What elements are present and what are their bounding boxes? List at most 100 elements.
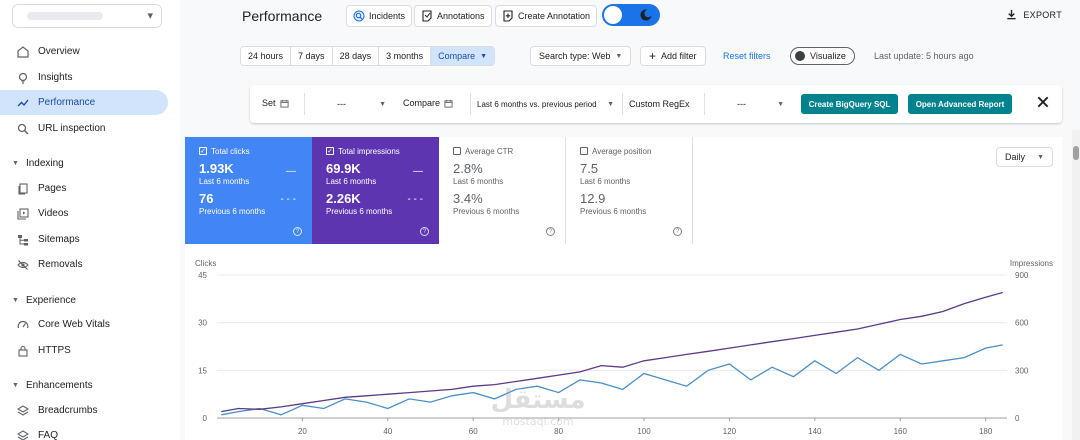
sidebar-section-experience[interactable]: ▼ Experience [0,290,170,310]
metric-card-average-ctr[interactable]: Average CTR 2.8% Last 6 months 3.4% Prev… [439,137,566,244]
metric-title: Total impressions [338,146,400,156]
set-label-text: Set [262,98,276,108]
sidebar-item-label: Videos [38,208,69,219]
metric-period-previous: Previous 6 months [453,207,520,216]
range-compare[interactable]: Compare ▼ [431,47,495,65]
annotation-icon [421,10,433,22]
visualize-icon [795,51,805,61]
metric-card-total-impressions[interactable]: ✓ Total impressions 69.9K Last 6 months 2… [312,137,439,244]
sidebar-item-performance[interactable]: Performance [0,90,168,115]
collapse-triangle-icon: ▼ [12,296,19,304]
export-label: EXPORT [1023,9,1062,20]
sidebar-item-label: Insights [38,72,73,83]
collapse-triangle-icon: ▼ [12,381,19,389]
granularity-dropdown[interactable]: Daily ▼ [996,147,1053,167]
help-icon[interactable]: ? [673,227,682,236]
sidebar-item-faq[interactable]: FAQ [0,423,168,440]
sidebar-item-removals[interactable]: Removals [0,252,168,277]
sidebar-item-sitemaps[interactable]: Sitemaps [0,227,168,252]
y-right-tick-label: 0 [1015,414,1020,423]
sidebar-item-label: Sitemaps [38,234,80,245]
sidebar-item-breadcrumbs[interactable]: Breadcrumbs [0,398,168,423]
checkbox-unchecked-icon[interactable] [453,147,461,155]
metric-title: Average CTR [465,146,514,156]
set-dropdown[interactable]: --- ▼ [304,93,392,115]
metric-value-previous: 12.9 [580,191,606,206]
removals-icon [16,258,30,272]
date-range-segmented: 24 hours 7 days 28 days 3 months Compare… [240,46,496,66]
checkbox-checked-icon[interactable]: ✓ [326,147,334,155]
sidebar-section-indexing[interactable]: ▼ Indexing [0,153,170,173]
add-filter-label: Add filter [661,51,697,61]
chevron-down-icon: ▼ [480,52,488,60]
reset-filters-link[interactable]: Reset filters [723,51,771,61]
sidebar-item-https[interactable]: HTTPS [0,338,168,363]
add-filter-button[interactable]: + Add filter [640,46,706,66]
performance-panel: ✓ Total clicks 1.93K Last 6 months 76 Pre… [185,137,1062,440]
create-bigquery-sql-button[interactable]: Create BigQuery SQL [801,94,898,114]
property-selector[interactable]: ▾ [12,4,162,28]
videos-icon [16,207,30,221]
search-type-dropdown[interactable]: Search type: Web ▼ [530,46,632,66]
compare-panel: Set --- ▼ Compare Last 6 months vs. prev… [250,85,1062,123]
chevron-down-icon: ▼ [1037,153,1044,161]
set-label: Set [262,98,289,108]
x-tick-label: 80 [554,427,563,436]
metric-card-total-clicks[interactable]: ✓ Total clicks 1.93K Last 6 months 76 Pre… [185,137,312,244]
sidebar-item-insights[interactable]: Insights [0,65,168,90]
calendar-icon [279,99,289,108]
range-3-months[interactable]: 3 months [379,47,432,65]
scrollbar-thumb[interactable] [1073,146,1079,160]
range-7-days[interactable]: 7 days [291,47,333,65]
overview-icon [16,45,30,59]
compare-label: Compare [403,98,453,108]
help-icon[interactable]: ? [420,227,429,236]
sidebar-item-label: Removals [38,259,83,270]
visualize-button[interactable]: Visualize [790,47,855,65]
sidebar-item-label: Breadcrumbs [38,405,98,416]
sidebar-item-pages[interactable]: Pages [0,176,168,201]
sidebar-item-label: HTTPS [38,345,71,356]
open-advanced-report-button[interactable]: Open Advanced Report [908,94,1012,114]
dark-mode-toggle[interactable] [602,4,660,26]
range-28-days[interactable]: 28 days [333,47,380,65]
metric-card-average-position[interactable]: Average position 7.5 Last 6 months 12.9 … [566,137,693,244]
annotations-button[interactable]: Annotations [414,5,492,27]
x-tick-label: 140 [808,427,822,436]
checkbox-unchecked-icon[interactable] [580,147,588,155]
sidebar-item-overview[interactable]: Overview [0,39,168,64]
y-right-tick-label: 300 [1015,366,1029,375]
chevron-down-icon: ▼ [607,100,614,108]
layers-icon [16,404,30,418]
regex-value: --- [737,99,746,109]
metric-value-previous: 76 [199,191,214,206]
dashed-line-legend-icon: - - - [280,194,296,205]
section-label: Indexing [25,157,64,169]
sidebar-item-videos[interactable]: Videos [0,201,168,226]
close-icon[interactable] [1036,95,1050,109]
page-scrollbar[interactable] [1072,130,1080,440]
metric-period-previous: Previous 6 months [326,207,393,216]
help-icon[interactable]: ? [546,227,555,236]
range-24-hours[interactable]: 24 hours [241,47,292,65]
sidebar-item-core-web-vitals[interactable]: Core Web Vitals [0,312,168,337]
create-annotation-label: Create Annotation [518,11,591,21]
checkbox-checked-icon[interactable]: ✓ [199,147,207,155]
calendar-icon [444,99,453,108]
sidebar-item-label: FAQ [38,430,59,440]
granularity-value: Daily [1005,152,1026,162]
sidebar-item-url-inspection[interactable]: URL inspection [0,116,168,141]
compare-period-dropdown[interactable]: Last 6 months vs. previous period ▼ [470,93,620,115]
regex-dropdown[interactable]: --- ▼ [704,93,790,115]
create-annotation-button[interactable]: Create Annotation [495,5,598,27]
help-icon[interactable]: ? [293,227,302,236]
sidebar-item-label: Pages [38,183,67,194]
chevron-down-icon: ▼ [777,100,784,108]
sidebar-section-enhancements[interactable]: ▼ Enhancements [0,375,170,395]
y-axis-right-label: Impressions [1010,259,1053,268]
page-title: Performance [242,8,323,24]
export-button[interactable]: EXPORT [1006,9,1062,20]
section-label: Experience [25,294,76,306]
incidents-button[interactable]: Incidents [346,5,413,27]
custom-regex-label: Custom RegEx [629,99,690,109]
